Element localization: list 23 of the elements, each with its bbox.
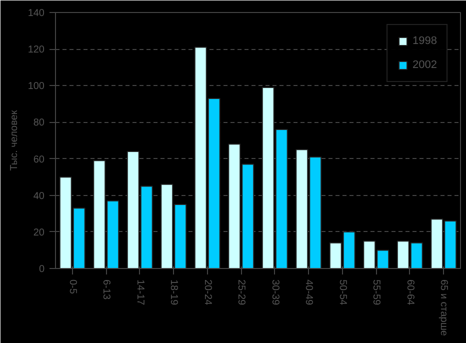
y-tick-label: 60	[33, 154, 45, 166]
x-tick-label: 14-17	[134, 280, 146, 306]
y-tick-label: 120	[28, 44, 45, 56]
x-tick-label: 25-29	[236, 280, 247, 306]
x-tick-label: 0-5	[66, 280, 78, 294]
x-tick-label: 50-54	[336, 280, 348, 306]
x-tick-label: 6-13	[100, 280, 112, 300]
x-tick-label: 60-64	[404, 280, 416, 306]
y-tick-label: 40	[33, 190, 45, 202]
y-tick-label: 80	[33, 118, 45, 129]
y-tick-label: 100	[28, 81, 45, 92]
legend-label: 2002	[412, 59, 437, 71]
x-tick-label: 55-59	[370, 280, 382, 306]
y-tick-label: 140	[28, 8, 45, 19]
x-tick-label: 18-19	[168, 280, 180, 306]
x-tick-label: 40-49	[303, 280, 314, 306]
x-tick-label: 20-24	[202, 280, 213, 306]
x-tick-label: 30-39	[269, 280, 280, 306]
legend-label: 1998	[412, 35, 437, 47]
y-axis-title: Тыс. человек	[8, 110, 20, 171]
y-tick-label: 20	[33, 227, 45, 238]
x-tick-label: 65 и старше	[438, 280, 450, 336]
y-tick-label: 0	[38, 264, 45, 275]
